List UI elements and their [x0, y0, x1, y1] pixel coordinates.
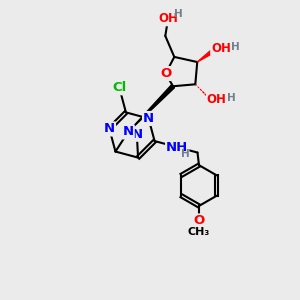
Text: Cl: Cl [112, 81, 127, 94]
Text: H: H [174, 9, 183, 19]
Text: NH: NH [166, 141, 188, 154]
Text: OH: OH [211, 42, 231, 55]
Text: H: H [181, 149, 190, 159]
Text: N: N [143, 112, 154, 125]
Text: CH₃: CH₃ [188, 227, 210, 237]
Text: OH: OH [158, 12, 178, 25]
Text: OH: OH [207, 93, 227, 106]
Text: N: N [131, 128, 142, 141]
Polygon shape [128, 85, 175, 132]
Text: N: N [123, 125, 134, 138]
Text: H: H [227, 93, 236, 103]
Text: H: H [231, 42, 240, 52]
Polygon shape [197, 48, 216, 62]
Text: O: O [194, 214, 205, 227]
Text: N: N [104, 122, 115, 135]
Text: O: O [160, 67, 171, 80]
